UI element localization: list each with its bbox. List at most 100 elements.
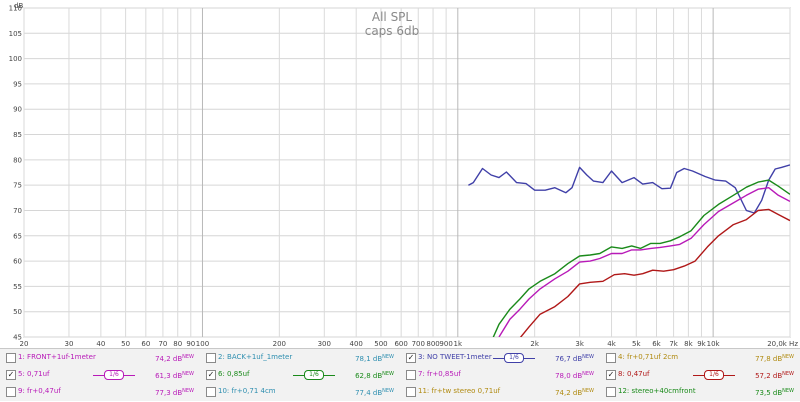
legend-level-value: 57,2 dBNEW: [755, 366, 794, 385]
legend-checkbox[interactable]: [6, 353, 16, 363]
legend-checkbox[interactable]: [606, 353, 616, 363]
spl-chart: All SPL caps 6db dB 45 50 55 60 65 70 75 80 85 90…: [9, 2, 799, 348]
y-tick-label: 45: [13, 334, 22, 342]
legend-checkbox[interactable]: ✓: [606, 370, 616, 380]
x-tick-label: 800: [426, 340, 439, 348]
x-tick-label: 6k: [652, 340, 661, 348]
legend-checkbox[interactable]: [6, 387, 16, 397]
x-tick-label: 300: [318, 340, 331, 348]
legend-new-tag: NEW: [382, 354, 394, 360]
x-tick-label: 900: [439, 340, 452, 348]
legend-level-value: 62,8 dBNEW: [355, 366, 394, 385]
legend-checkbox[interactable]: [206, 353, 216, 363]
chart-subtitle: caps 6db: [365, 24, 420, 38]
smoothing-badge[interactable]: 1/6: [693, 370, 735, 380]
x-tick-label: 20: [20, 340, 29, 348]
legend-new-tag: NEW: [582, 388, 594, 394]
legend-item[interactable]: 12: stereo+40cmfront 73,5 dBNEW: [600, 383, 798, 400]
legend-level-text: 78,1 dB: [355, 355, 383, 363]
legend-item[interactable]: ✓ 8: 0,47uf 1/6 57,2 dBNEW: [600, 366, 798, 383]
legend-checkbox[interactable]: ✓: [406, 353, 416, 363]
legend-checkbox[interactable]: [206, 387, 216, 397]
x-tick-label: 400: [350, 340, 363, 348]
legend-item[interactable]: 4: fr+0,71uf 2cm 77,8 dBNEW: [600, 349, 798, 366]
legend-item[interactable]: 10: fr+0,71 4cm 77,4 dBNEW: [200, 383, 398, 400]
grid: [23, 7, 791, 338]
legend-new-tag: NEW: [582, 371, 594, 377]
x-tick-label: 7k: [669, 340, 678, 348]
x-tick-label: 40: [96, 340, 105, 348]
x-tick-label: 90: [186, 340, 195, 348]
legend-item[interactable]: 11: fr+tw stereo 0,71uf 74,2 dBNEW: [400, 383, 598, 400]
legend-series-name: 4: fr+0,71uf 2cm: [618, 353, 679, 361]
x-tick-label: 80: [173, 340, 182, 348]
legend-new-tag: NEW: [182, 371, 194, 377]
legend-checkbox[interactable]: [406, 387, 416, 397]
x-tick-label: 200: [273, 340, 286, 348]
legend-level-text: 73,5 dB: [755, 389, 783, 397]
y-tick-label: 65: [13, 232, 22, 240]
legend-series-name: 3: NO TWEET-1meter: [418, 353, 492, 361]
legend-series-name: 2: BACK+1uf_1meter: [218, 353, 293, 361]
y-tick-label: 80: [13, 156, 22, 164]
x-tick-label: 9k: [697, 340, 706, 348]
y-tick-label: 50: [13, 308, 22, 316]
legend-checkbox[interactable]: ✓: [206, 370, 216, 380]
legend-checkbox[interactable]: ✓: [6, 370, 16, 380]
legend-item[interactable]: ✓ 3: NO TWEET-1meter 1/6 76,7 dBNEW: [400, 349, 598, 366]
legend-new-tag: NEW: [782, 354, 794, 360]
y-tick-label: 55: [13, 283, 22, 291]
x-tick-label: 3k: [575, 340, 584, 348]
x-tick-label: 1k: [454, 340, 463, 348]
smoothing-badge[interactable]: 1/6: [493, 353, 535, 363]
legend-level-value: 74,2 dBNEW: [155, 349, 194, 368]
x-tick-label: 10k: [707, 340, 721, 348]
y-axis-label: dB: [14, 2, 23, 10]
legend-item[interactable]: 7: fr+0,85uf 78,0 dBNEW: [400, 366, 598, 383]
legend-item[interactable]: ✓ 5: 0,71uf 1/6 61,3 dBNEW: [0, 366, 198, 383]
x-tick-label: 30: [65, 340, 74, 348]
x-tick-label: 600: [394, 340, 407, 348]
legend-series-name: 11: fr+tw stereo 0,71uf: [418, 387, 501, 395]
legend-level-value: 78,1 dBNEW: [355, 349, 394, 368]
series-lines: [468, 164, 790, 337]
legend-new-tag: NEW: [182, 388, 194, 394]
x-tick-label: 8k: [684, 340, 693, 348]
legend-series-name: 1: FRONT+1uf-1meter: [18, 353, 96, 361]
legend-item[interactable]: 9: fr+0,47uf 77,3 dBNEW: [0, 383, 198, 400]
legend-level-text: 77,4 dB: [355, 389, 383, 397]
y-tick-label: 95: [13, 80, 22, 88]
x-tick-label: 100: [196, 340, 209, 348]
y-tick-label: 100: [9, 55, 22, 63]
legend-item[interactable]: 1: FRONT+1uf-1meter 74,2 dBNEW: [0, 349, 198, 366]
chart-title: All SPL: [372, 10, 413, 24]
y-tick-label: 75: [13, 182, 22, 190]
legend-row: 9: fr+0,47uf 77,3 dBNEW 10: fr+0,71 4cm 77,…: [0, 383, 800, 400]
legend-level-text: 76,7 dB: [555, 355, 583, 363]
legend-series-name: 8: 0,47uf: [618, 370, 650, 378]
x-tick-label: 50: [121, 340, 130, 348]
y-tick-label: 85: [13, 131, 22, 139]
legend-level-value: 73,5 dBNEW: [755, 383, 794, 402]
legend-checkbox[interactable]: [606, 387, 616, 397]
series-line: [468, 164, 790, 214]
legend-level-value: 77,3 dBNEW: [155, 383, 194, 402]
x-tick-label: 70: [158, 340, 167, 348]
legend-row: 1: FRONT+1uf-1meter 74,2 dBNEW 2: BACK+1uf…: [0, 349, 800, 366]
legend-new-tag: NEW: [782, 388, 794, 394]
legend-item[interactable]: ✓ 6: 0,85uf 1/6 62,8 dBNEW: [200, 366, 398, 383]
y-axis-ticks: 45 50 55 60 65 70 75 80 85 90 95 100 105 110: [9, 5, 22, 342]
y-tick-label: 90: [13, 106, 22, 114]
legend-series-name: 6: 0,85uf: [218, 370, 250, 378]
legend-checkbox[interactable]: [406, 370, 416, 380]
legend-level-value: 77,8 dBNEW: [755, 349, 794, 368]
series-line: [492, 179, 790, 337]
smoothing-badge[interactable]: 1/6: [93, 370, 135, 380]
legend-item[interactable]: 2: BACK+1uf_1meter 78,1 dBNEW: [200, 349, 398, 366]
y-tick-label: 105: [9, 30, 22, 38]
y-tick-label: 60: [13, 258, 22, 266]
legend-new-tag: NEW: [182, 354, 194, 360]
smoothing-badge[interactable]: 1/6: [293, 370, 335, 380]
x-tick-label: 20,0k Hz: [767, 340, 798, 348]
legend-series-name: 5: 0,71uf: [18, 370, 50, 378]
